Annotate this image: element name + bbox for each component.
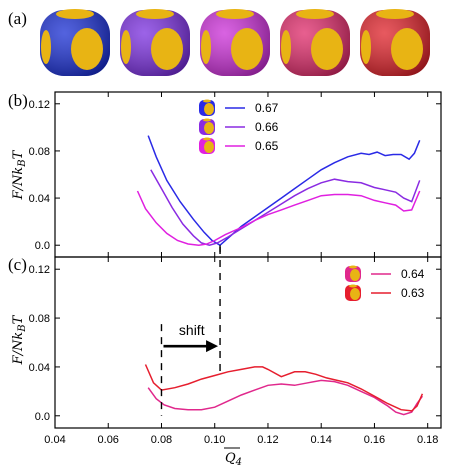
front-face [311,28,343,70]
cube-particle [360,9,430,76]
x-axis-label: Q4 [224,447,242,468]
legend-cube-icon [199,137,215,154]
plot-frame [54,256,442,429]
side-face [361,30,371,64]
top-face [296,9,334,19]
cube-particle [40,9,110,76]
plot-b: 0.0 0.04 0.08 0.12 0.67 0.66 0.65 [29,91,442,258]
legend-cube-icon [199,118,215,135]
y-tick-label: 0.08 [29,313,50,325]
y-tick-label: 0.04 [29,362,50,374]
x-tick-label: 0.10 [204,434,225,446]
front-face [391,28,423,70]
cube-particle [200,9,270,76]
panel-label-c: (c) [8,255,27,274]
y-tick-label: 0.04 [29,193,50,205]
x-tick-label: 0.12 [257,434,278,446]
side-face [201,30,211,64]
x-tick-label: 0.08 [151,434,172,446]
y-tick-label: 0.12 [29,264,50,276]
front-face [71,28,103,70]
top-face [136,9,174,19]
plot-c: 0.0 0.04 0.08 0.12 0.04 0.06 0.08 0.10 0.12 0.14 0… [29,247,442,446]
legend-label: 0.64 [401,267,425,281]
front-face [231,28,263,70]
cube-particle [280,9,350,76]
legend-cube-icon [199,99,215,116]
svg-text:Q4: Q4 [225,451,242,468]
y-tick-label: 0.08 [29,146,50,158]
side-face [281,30,291,64]
cube-particle [120,9,190,76]
series-line-0.64 [147,379,424,416]
x-tick-label: 0.16 [364,434,385,446]
shift-annotation: shift [179,322,205,338]
series-line-0.67 [147,135,421,247]
x-tick-label: 0.04 [44,434,65,446]
top-face [216,9,254,19]
legend-label: 0.65 [255,139,279,153]
shift-arrow-head [206,340,219,353]
legend-cube-icon [345,265,361,282]
series-line-0.63 [144,364,424,412]
legend-label: 0.67 [255,101,279,115]
legend-cube-icon [345,284,361,301]
top-face [376,9,414,19]
side-face [41,30,51,64]
legend-label: 0.66 [255,120,279,134]
panel-label-a: (a) [8,9,27,28]
series-line-0.66 [150,169,421,246]
y-tick-label: 0.0 [35,240,50,252]
side-face [121,30,131,64]
y-axis-label-c: F/NkBT [11,314,28,365]
y-tick-label: 0.12 [29,99,50,111]
panel-label-b: (b) [8,91,28,110]
x-tick-label: 0.18 [417,434,438,446]
front-face [151,28,183,70]
plot-frame [54,91,442,258]
y-axis-label-b: F/NkBT [11,149,28,200]
x-tick-label: 0.06 [98,434,119,446]
cube-row [40,9,430,76]
x-tick-label: 0.14 [310,434,331,446]
legend-label: 0.63 [401,286,425,300]
series-line-0.65 [136,190,421,246]
y-tick-label: 0.0 [35,411,50,423]
top-face [56,9,94,19]
